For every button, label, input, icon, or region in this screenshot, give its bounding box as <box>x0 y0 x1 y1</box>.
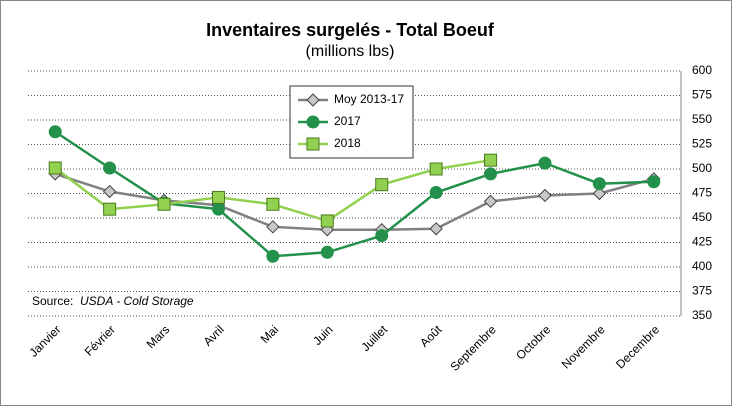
legend-label: 2017 <box>334 114 361 128</box>
marker <box>266 249 280 263</box>
marker <box>320 214 334 228</box>
marker <box>266 220 280 234</box>
y-tick-label: 375 <box>692 284 712 298</box>
series-line <box>54 130 654 258</box>
marker <box>48 161 62 175</box>
legend-marker <box>306 137 320 151</box>
marker <box>48 125 62 139</box>
marker <box>103 202 117 216</box>
source: USDA - Cold Storage <box>80 294 194 308</box>
chart-title: Inventaires surgelés - Total Boeuf <box>206 20 495 40</box>
y-tick-label: 475 <box>692 186 712 200</box>
marker <box>429 222 443 236</box>
marker <box>102 184 117 199</box>
marker <box>103 161 117 175</box>
marker <box>484 153 498 167</box>
source-label: Source: <box>32 294 73 308</box>
marker <box>211 190 225 204</box>
chart-subtitle: (millions lbs) <box>306 43 395 60</box>
y-tick-label: 350 <box>692 308 712 322</box>
y-tick-label: 450 <box>692 210 712 224</box>
marker <box>483 194 498 209</box>
legend-label: 2018 <box>334 136 361 150</box>
y-tick-label: 425 <box>692 235 712 249</box>
marker <box>647 175 661 189</box>
marker <box>592 186 607 201</box>
marker <box>211 202 225 216</box>
marker <box>429 186 443 200</box>
y-tick-label: 400 <box>692 259 712 273</box>
y-tick-label: 600 <box>692 63 712 77</box>
marker <box>538 156 552 170</box>
marker <box>157 197 171 211</box>
legend-marker <box>306 93 320 107</box>
marker <box>592 177 606 191</box>
y-tick-label: 525 <box>692 137 712 151</box>
y-tick-label: 550 <box>692 112 712 126</box>
marker <box>266 197 280 211</box>
marker <box>320 245 334 259</box>
marker <box>375 229 389 243</box>
marker <box>429 162 443 176</box>
marker <box>538 188 552 203</box>
legend-label: Moy 2013-17 <box>334 92 404 106</box>
y-tick-label: 575 <box>692 88 712 102</box>
marker <box>484 167 498 181</box>
legend-marker <box>306 115 320 129</box>
y-tick-label: 500 <box>692 161 712 175</box>
marker <box>375 178 389 192</box>
